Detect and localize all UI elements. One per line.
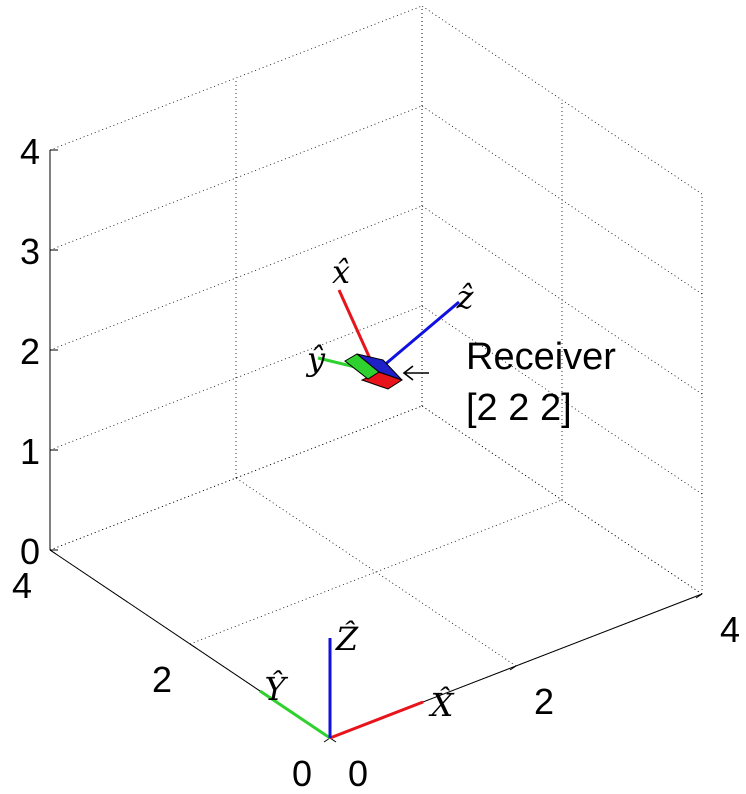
receiver-coordinates: [2 2 2] [466, 387, 572, 429]
receiver-face-blue [356, 353, 403, 381]
receiver-y-label: ŷ [305, 340, 326, 378]
grid-line [421, 405, 703, 595]
world-y-axis [259, 689, 331, 740]
receiver-x-label: x̂ [332, 253, 350, 291]
world-frame: X̂ Ŷ Ẑ [259, 620, 455, 740]
y-tick-label: 2 [152, 659, 172, 700]
world-z-label: Ẑ [335, 620, 359, 658]
z-tick-label: 1 [20, 431, 40, 472]
y-tick-mark [189, 643, 197, 649]
receiver-z-axis [375, 300, 460, 374]
grid-line [49, 5, 423, 151]
y-tick-label: 0 [292, 753, 312, 794]
grid-line [421, 5, 703, 195]
grid-line [49, 205, 423, 351]
z-tick-label: 3 [20, 231, 40, 272]
grid-line [49, 105, 423, 251]
world-y-label: Ŷ [264, 670, 288, 708]
z-tick-label: 4 [20, 131, 40, 172]
world-x-axis [329, 700, 424, 740]
y-tick-label: 4 [12, 565, 32, 606]
world-x-label: X̂ [428, 686, 455, 724]
grid-line [49, 305, 423, 451]
receiver-annotation: Receiver [2 2 2] [402, 336, 616, 429]
z-tick-label: 0 [20, 531, 40, 572]
receiver-arrow [402, 365, 429, 381]
x-tick-label: 4 [720, 609, 740, 650]
grid-line [235, 477, 517, 667]
x-tick-mark [509, 665, 517, 671]
x-tick-mark [695, 593, 703, 599]
x-tick-label: 2 [534, 681, 554, 722]
y-tick-mark [49, 549, 57, 555]
receiver-body: x̂ ŷ ẑ [305, 253, 475, 390]
grid-line [49, 405, 423, 551]
receiver-z-label: ẑ [456, 278, 475, 316]
x-tick-label: 0 [348, 753, 368, 794]
z-tick-label: 2 [20, 331, 40, 372]
axes-box [49, 149, 703, 743]
receiver-label: Receiver [466, 336, 616, 378]
grid-line [189, 499, 563, 645]
